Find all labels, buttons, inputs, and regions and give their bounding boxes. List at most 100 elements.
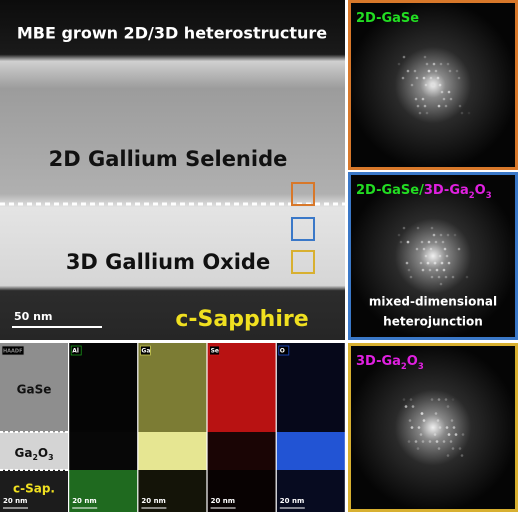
fft-spot [440,90,444,94]
fft-spot [437,104,441,108]
fft-spot [409,275,413,279]
fft-spot [461,433,465,436]
label-part: 2 [401,361,407,371]
eds-layer [0,432,68,470]
fft-spot [455,69,459,73]
eds-layer [207,343,276,432]
fft-spot [458,447,462,450]
layer-label: c-Sap. [13,482,55,496]
eds-layer [207,432,276,470]
fft-spot [438,83,442,87]
fft-spot [457,76,461,80]
fft-spot [424,254,428,258]
fft-spot [433,433,437,436]
fft-spot [414,440,418,443]
fft-spot [452,426,456,429]
fft-spot [417,426,421,429]
fft-spot [429,76,433,80]
fft-spot [454,433,458,436]
fft-spot [427,69,431,73]
fft-spot [433,261,437,265]
fft-spot [438,254,442,258]
eds-label: Se [211,348,219,355]
eds-label-box [278,345,290,356]
fft-spot [458,104,462,108]
fft-spot [402,226,406,230]
label-part: 3 [418,361,424,371]
caption: mixed-dimensional [369,295,497,309]
label-part: 2 [32,453,37,462]
fft-spot [437,275,441,279]
eds-label: Al [72,348,79,355]
fft-spot [402,55,406,59]
fft-spot [401,76,405,80]
label-part: 2D-GaSe/ [356,183,424,198]
fft-spot [437,104,441,108]
region-box [291,182,315,206]
fft-spot [444,104,448,108]
fft-spot [404,405,408,408]
fft-spot [442,440,446,443]
fft-spot [442,268,446,272]
fft-spot [414,440,418,443]
label-part: 3D-Ga [424,183,469,198]
fft-spot [423,104,427,108]
eds-layer [276,470,345,512]
fft-spot [428,440,432,443]
fft-spot [402,398,406,401]
fft-spot [437,398,441,401]
caption: heterojunction [383,315,483,329]
fft-spot [442,97,446,101]
fft-spot [447,433,451,436]
eds-layer [138,432,207,470]
scale-bar-label: 20 nm [72,497,96,505]
fft-spot [460,454,464,457]
tem-image: MBE grown 2D/3D heterostructure 2D Galli… [0,0,345,340]
label-part: 2D-GaSe [356,11,419,26]
fft-spot [430,226,434,230]
label-part: Ga [14,446,32,460]
panel-border [348,172,518,340]
fft-spot [435,268,439,272]
eds-layer [138,343,207,432]
label-part: 3 [48,453,53,462]
eds-layer [276,343,345,432]
fft-spot [460,111,464,115]
fft-spot [446,454,450,457]
fft-spot [449,97,453,101]
fft-spot [409,398,413,401]
fft-spot [445,254,449,258]
fft-spot [421,97,425,101]
label-part: O [407,354,418,369]
layer-label: 2D Gallium Selenide [49,147,288,171]
fft-spot [434,240,438,244]
layer-label: 3D Gallium Oxide [66,250,270,274]
eds-label: Ga [141,348,150,355]
fft-spot [446,62,450,66]
eds-layer [0,470,68,512]
fft-spot [437,447,441,450]
fft-spot [434,69,438,73]
fft-spot [436,76,440,80]
fft-spot [410,426,414,429]
fft-spot [416,226,420,230]
fft-spot [420,412,424,415]
fft-spot [457,247,461,251]
label-part: O [475,183,486,198]
fft-spot [435,440,439,443]
fft-spot [457,247,461,251]
fft-spot [447,90,451,94]
fft-spot [409,275,413,279]
fft-spot [416,104,420,108]
label-part: 3 [486,190,492,200]
fft-spot [420,240,424,244]
fft-spot [444,398,448,401]
fft-spot [414,97,418,101]
fft-spot [424,83,428,87]
fft-spot [441,240,445,244]
fft-spot [414,97,418,101]
fft-spot [451,447,455,450]
fft-spot [446,233,450,237]
fft-spot [425,62,429,66]
fft-spot [450,419,454,422]
